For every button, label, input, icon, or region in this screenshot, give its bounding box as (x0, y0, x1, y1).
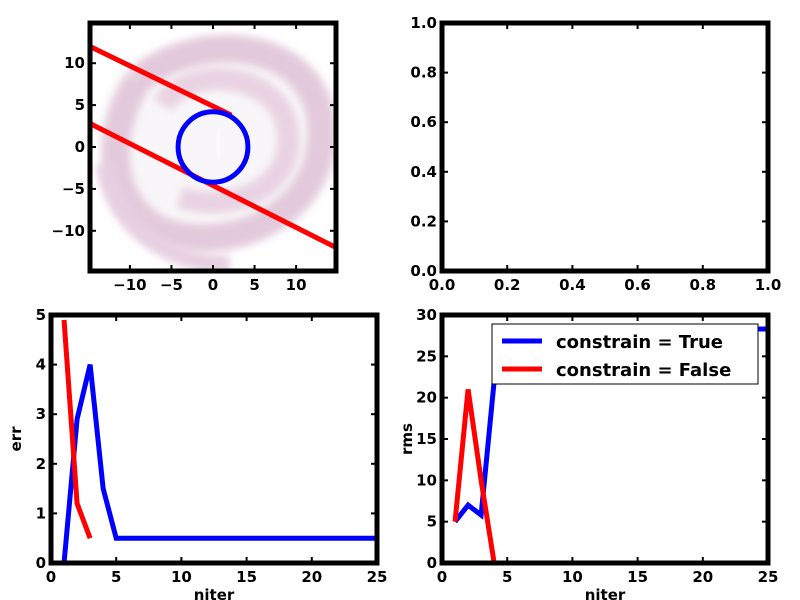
x-tick-label: 0.6 (624, 276, 651, 294)
x-tick-label: 25 (758, 568, 779, 586)
y-tick-label: 0.0 (410, 262, 437, 280)
x-axis-label: niter (194, 586, 235, 600)
y-tick-label: 5 (427, 513, 437, 531)
y-tick-label: 5 (75, 96, 85, 114)
blue-circle (175, 109, 251, 185)
x-tick-label: 1.0 (755, 276, 782, 294)
x-tick-label: −5 (160, 276, 183, 294)
y-tick-label: 0 (427, 554, 437, 572)
y-tick-label: 0.8 (410, 64, 437, 82)
legend: constrain = True constrain = False (491, 323, 759, 385)
density-swirl-inner (153, 67, 300, 214)
y-tick-label: 20 (416, 389, 437, 407)
x-tick-label: 10 (286, 276, 307, 294)
x-tick-label: 15 (627, 568, 648, 586)
x-tick-label: 0 (437, 568, 447, 586)
x-tick-label: 25 (367, 568, 388, 586)
y-tick-label: 0.4 (410, 163, 437, 181)
y-tick-label: 0 (36, 554, 46, 572)
y-tick-label: 3 (36, 405, 46, 423)
chart-bottom-left: 0 5 10 15 20 25 0 1 2 3 4 5 niter err (7, 306, 387, 600)
y-tick-label: 15 (416, 430, 437, 448)
x-tick-label: 15 (236, 568, 257, 586)
x-tick-label: 0.2 (494, 276, 521, 294)
x-tick-label: 10 (171, 568, 192, 586)
x-tick-label: 0.4 (559, 276, 586, 294)
axes-frame-bottom-left (48, 312, 380, 566)
y-tick-label: 0.2 (410, 212, 437, 230)
density-core (214, 129, 223, 160)
x-tick-label: 0.0 (429, 276, 456, 294)
red-line-0 (90, 44, 233, 118)
x-tick-label: 10 (562, 568, 583, 586)
legend-box (491, 323, 759, 385)
plot-area-bottom-left (61, 319, 377, 563)
y-tick-label: 0.6 (410, 113, 437, 131)
x-tick-label: 0.8 (690, 276, 717, 294)
legend-label: constrain = False (556, 360, 731, 381)
y-tick-label: 5 (36, 306, 46, 324)
density-background (96, 34, 336, 271)
series-line-bottom-left-0 (61, 364, 377, 563)
x-tick-label: 20 (301, 568, 322, 586)
y-tick-label: 25 (416, 347, 437, 365)
y-tick-label: 4 (36, 356, 46, 374)
y-tick-label: −10 (52, 222, 85, 240)
y-tick-label: −5 (62, 180, 85, 198)
axes-frame-top-right (439, 20, 771, 274)
y-axis-label: err (7, 426, 25, 452)
y-tick-label: 10 (64, 54, 85, 72)
x-tick-label: 0 (46, 568, 56, 586)
y-tick-label: 1 (36, 504, 46, 522)
plot-area-top-left (90, 34, 336, 271)
x-tick-label: 5 (249, 276, 259, 294)
x-axis-label: niter (585, 586, 626, 600)
series-line-bottom-right-1 (452, 389, 497, 563)
red-line-1 (90, 121, 336, 250)
chart-top-right: 0.0 0.2 0.4 0.6 0.8 1.0 0.0 0.2 0.4 0.6 0.8 1.0 (410, 14, 781, 294)
chart-top-left: −10 −5 0 5 10 −10 −5 0 5 10 (52, 20, 339, 294)
x-tick-label: 5 (502, 568, 512, 586)
density-swirl-outer (101, 34, 336, 252)
density-swirl-tail (96, 162, 230, 271)
y-tick-label: 0 (75, 138, 85, 156)
x-tick-label: 20 (692, 568, 713, 586)
chart-bottom-right: 0 5 10 15 20 25 0 5 10 15 20 25 30 niter rms constrain … (398, 306, 778, 600)
x-tick-label: 5 (111, 568, 121, 586)
y-tick-label: 1.0 (410, 14, 437, 32)
series-line-bottom-left-1 (61, 319, 93, 540)
legend-label: constrain = True (556, 332, 723, 353)
y-tick-label: 2 (36, 455, 46, 473)
y-tick-label: 10 (416, 471, 437, 489)
y-axis-label: rms (398, 423, 416, 455)
x-tick-label: 0 (208, 276, 218, 294)
y-tick-label: 30 (416, 306, 437, 324)
x-tick-label: −10 (113, 276, 146, 294)
